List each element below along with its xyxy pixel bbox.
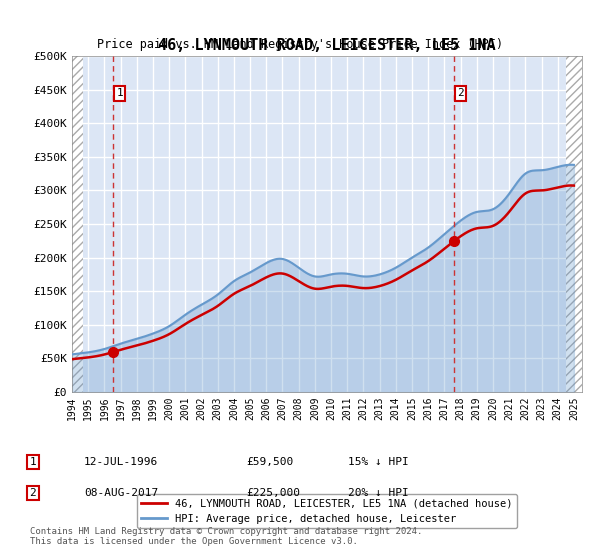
Title: 46, LYNMOUTH ROAD, LEICESTER, LE5 1NA: 46, LYNMOUTH ROAD, LEICESTER, LE5 1NA [158,39,496,53]
Text: Contains HM Land Registry data © Crown copyright and database right 2024.
This d: Contains HM Land Registry data © Crown c… [30,526,422,546]
Bar [566,56,582,392]
Text: 2: 2 [457,88,464,99]
Text: 1: 1 [116,88,123,99]
Bar [72,56,83,392]
Text: 20% ↓ HPI: 20% ↓ HPI [348,488,409,498]
Text: £59,500: £59,500 [246,457,293,467]
Text: 08-AUG-2017: 08-AUG-2017 [84,488,158,498]
Text: 15% ↓ HPI: 15% ↓ HPI [348,457,409,467]
Legend: 46, LYNMOUTH ROAD, LEICESTER, LE5 1NA (detached house), HPI: Average price, deta: 46, LYNMOUTH ROAD, LEICESTER, LE5 1NA (d… [137,494,517,528]
Text: Price paid vs. HM Land Registry's House Price Index (HPI): Price paid vs. HM Land Registry's House … [97,38,503,50]
Text: 1: 1 [29,457,37,467]
Text: £225,000: £225,000 [246,488,300,498]
Text: 12-JUL-1996: 12-JUL-1996 [84,457,158,467]
Text: 2: 2 [29,488,37,498]
